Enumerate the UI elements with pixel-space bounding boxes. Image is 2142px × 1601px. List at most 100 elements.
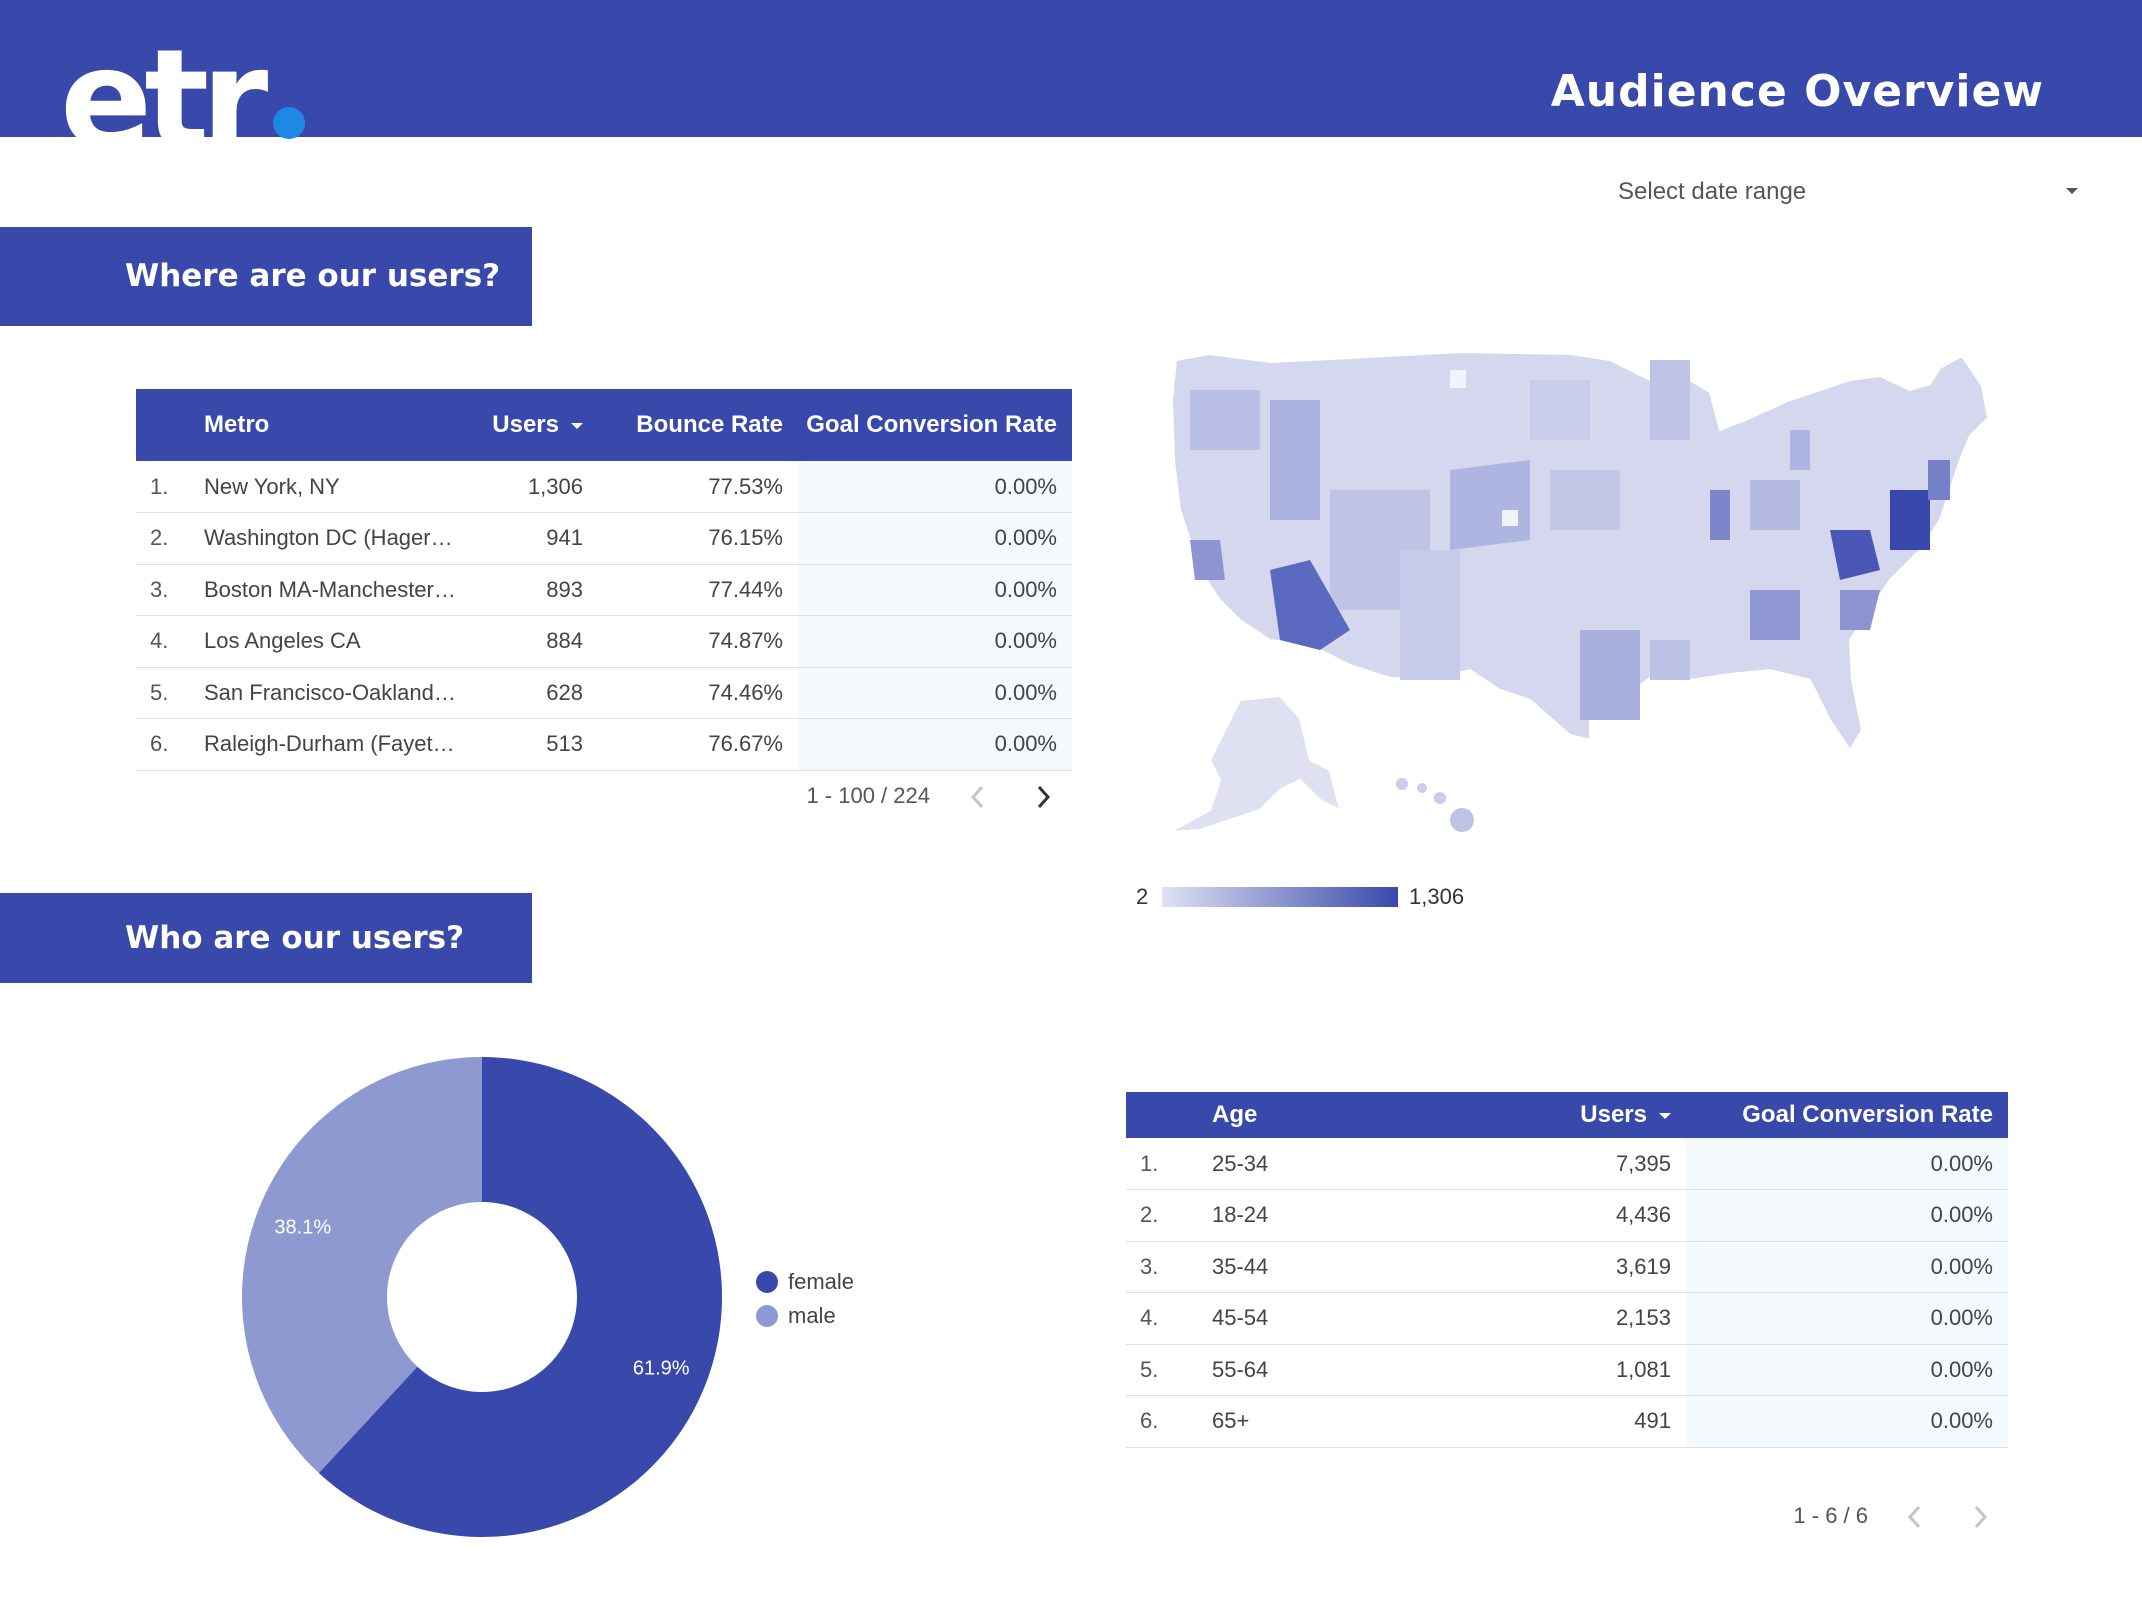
row-index: 6. — [1126, 1395, 1212, 1448]
donut-slice-male[interactable] — [241, 1057, 482, 1473]
bounce-cell: 77.44% — [598, 564, 798, 616]
table-row: 5. San Francisco-Oakland-Sa... 628 74.46… — [136, 667, 1072, 719]
table-row: 6. Raleigh-Durham (Fayettev... 513 76.67… — [136, 718, 1072, 771]
table-row: 4. Los Angeles CA 884 74.87% 0.00% — [136, 615, 1072, 668]
bounce-cell: 76.67% — [598, 718, 798, 771]
table-row: 2. Washington DC (Hagersto... 941 76.15%… — [136, 512, 1072, 565]
section-who-banner: Who are our users? — [0, 893, 532, 983]
row-index: 5. — [136, 667, 204, 719]
map-region — [1650, 640, 1690, 680]
header-age[interactable]: Age — [1212, 1092, 1472, 1138]
goal-cell: 0.00% — [798, 564, 1072, 616]
users-cell: 4,436 — [1472, 1189, 1686, 1242]
prev-page-icon[interactable] — [963, 782, 993, 812]
logo: etr — [60, 28, 320, 140]
metro-cell: Washington DC (Hagersto... — [204, 512, 458, 565]
age-cell: 65+ — [1212, 1395, 1472, 1448]
row-index: 1. — [1126, 1138, 1212, 1190]
metro-page-range: 1 - 100 / 224 — [806, 783, 930, 808]
slice-label-female: 61.9% — [633, 1357, 690, 1379]
metro-cell: San Francisco-Oakland-Sa... — [204, 667, 458, 719]
row-index: 1. — [136, 461, 204, 513]
goal-cell: 0.00% — [1686, 1138, 2008, 1190]
map-region — [1790, 430, 1810, 470]
row-index: 3. — [1126, 1241, 1212, 1293]
header-goal-conversion-rate[interactable]: Goal Conversion Rate — [798, 389, 1072, 461]
donut-slice-female[interactable] — [318, 1057, 722, 1537]
slice-label-male: 38.1% — [274, 1217, 331, 1239]
metro-cell: Raleigh-Durham (Fayettev... — [204, 718, 458, 771]
age-cell: 18-24 — [1212, 1189, 1472, 1242]
goal-cell: 0.00% — [1686, 1395, 2008, 1448]
map-region — [1550, 470, 1620, 530]
map-legend-min: 2 — [1136, 884, 1149, 909]
row-index: 4. — [1126, 1292, 1212, 1345]
map-region — [1710, 490, 1730, 540]
date-range-selector[interactable]: Select date range — [1606, 170, 2086, 214]
bounce-cell: 74.87% — [598, 615, 798, 668]
goal-cell: 0.00% — [798, 512, 1072, 565]
users-cell: 628 — [458, 667, 598, 719]
age-cell: 35-44 — [1212, 1241, 1472, 1293]
table-header-row: Metro Users Bounce Rate Goal Conversion … — [136, 389, 1072, 461]
goal-cell: 0.00% — [798, 615, 1072, 668]
top-bar: etr Audience Overview — [0, 0, 2142, 140]
map-region — [1450, 460, 1530, 550]
legend-item-male[interactable]: male — [756, 1299, 854, 1333]
us-metro-map[interactable] — [1150, 340, 2030, 860]
header-index — [1126, 1092, 1212, 1138]
header-bounce-rate[interactable]: Bounce Rate — [598, 389, 798, 461]
map-region — [1190, 390, 1260, 450]
users-cell: 2,153 — [1472, 1292, 1686, 1345]
page-title: Audience Overview — [1550, 66, 2044, 117]
users-cell: 7,395 — [1472, 1138, 1686, 1190]
prev-page-icon[interactable] — [1900, 1502, 1930, 1532]
age-pagination: 1 - 6 / 6 — [1700, 1503, 1868, 1533]
users-cell: 513 — [458, 718, 598, 771]
map-region — [1840, 590, 1880, 630]
header-index — [136, 389, 204, 461]
users-cell: 893 — [458, 564, 598, 616]
row-index: 2. — [136, 512, 204, 565]
header-users[interactable]: Users — [1472, 1092, 1686, 1138]
alaska-shape — [1169, 694, 1342, 833]
map-region — [1580, 630, 1640, 720]
sort-desc-icon — [1659, 1112, 1671, 1119]
dropdown-arrow-icon — [2066, 188, 2078, 194]
map-region — [1450, 370, 1466, 388]
goal-cell: 0.00% — [1686, 1344, 2008, 1396]
donut-slices — [241, 1057, 722, 1537]
metro-cell: New York, NY — [204, 461, 458, 513]
age-cell: 55-64 — [1212, 1344, 1472, 1396]
map-region — [1270, 400, 1320, 520]
section-where-banner: Where are our users? — [0, 227, 532, 326]
table-row: 2. 18-24 4,436 0.00% — [1126, 1189, 2008, 1242]
map-region — [1190, 540, 1225, 580]
gender-donut-chart[interactable]: 61.9% 38.1% — [240, 1055, 724, 1539]
hawaii-island — [1396, 778, 1408, 790]
map-legend-gradient — [1162, 887, 1398, 907]
users-cell: 1,081 — [1472, 1344, 1686, 1396]
metro-pagination: 1 - 100 / 224 — [780, 783, 930, 813]
donut-legend: female male — [756, 1265, 854, 1333]
next-page-icon[interactable] — [1965, 1502, 1995, 1532]
header-users[interactable]: Users — [458, 389, 598, 461]
users-cell: 941 — [458, 512, 598, 565]
table-header-row: Age Users Goal Conversion Rate — [1126, 1092, 2008, 1138]
logo-dot — [273, 107, 305, 139]
legend-swatch-male — [756, 1305, 778, 1327]
metro-cell: Boston MA-Manchester NH — [204, 564, 458, 616]
row-index: 3. — [136, 564, 204, 616]
table-row: 1. 25-34 7,395 0.00% — [1126, 1138, 2008, 1190]
map-region — [1750, 590, 1800, 640]
legend-item-female[interactable]: female — [756, 1265, 854, 1299]
next-page-icon[interactable] — [1028, 782, 1058, 812]
row-index: 6. — [136, 718, 204, 771]
table-row: 4. 45-54 2,153 0.00% — [1126, 1292, 2008, 1345]
age-table: Age Users Goal Conversion Rate 1. 25-34 … — [1126, 1092, 2008, 1448]
table-row: 6. 65+ 491 0.00% — [1126, 1395, 2008, 1448]
header-goal-conversion-rate[interactable]: Goal Conversion Rate — [1686, 1092, 2008, 1138]
logo-text: etr — [60, 28, 268, 140]
header-metro[interactable]: Metro — [204, 389, 458, 461]
row-index: 4. — [136, 615, 204, 668]
